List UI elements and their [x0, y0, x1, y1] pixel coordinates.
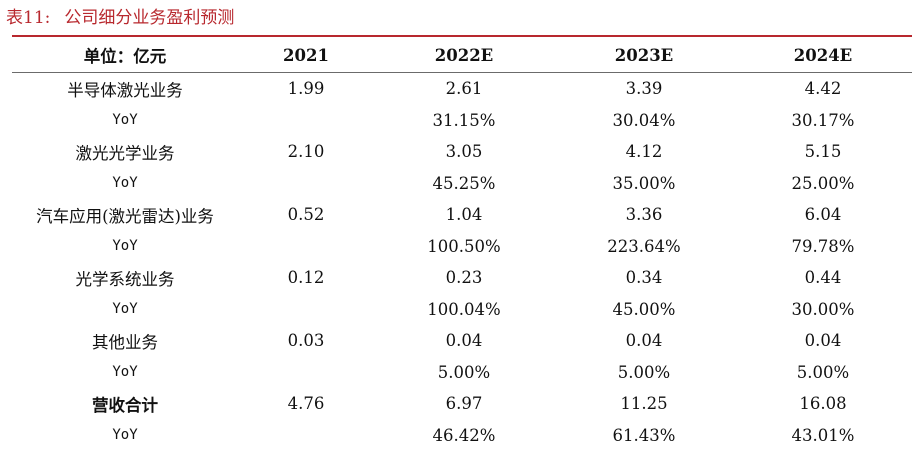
row-label: 半导体激光业务 — [12, 73, 238, 105]
value-2021: 4.76 — [238, 388, 374, 420]
value-2023e: 0.04 — [554, 325, 734, 357]
value-2024e: 4.42 — [734, 73, 912, 105]
table-caption: 表11: 公司细分业务盈利预测 — [6, 6, 234, 30]
value-2021: 0.03 — [238, 325, 374, 357]
value-2022e: 0.04 — [374, 325, 554, 357]
row-label: 汽车应用(激光雷达)业务 — [12, 199, 238, 231]
value-2023e: 4.12 — [554, 136, 734, 168]
yoy-row: YoY 100.04%45.00%30.00% — [12, 294, 912, 326]
value-2021 — [238, 357, 374, 389]
yoy-row: YoY 46.42%61.43%43.01% — [12, 420, 912, 451]
value-2023e: 45.00% — [554, 294, 734, 326]
header-2022e: 2022E — [374, 38, 554, 73]
value-2024e: 43.01% — [734, 420, 912, 451]
value-2024e: 79.78% — [734, 231, 912, 263]
value-2024e: 25.00% — [734, 168, 912, 200]
row-label: 光学系统业务 — [12, 262, 238, 294]
value-2022e: 1.04 — [374, 199, 554, 231]
value-2024e: 30.00% — [734, 294, 912, 326]
value-2023e: 35.00% — [554, 168, 734, 200]
top-rule — [12, 35, 912, 37]
value-2021 — [238, 168, 374, 200]
value-2024e: 0.04 — [734, 325, 912, 357]
table-header: 单位：亿元 2021 2022E 2023E 2024E — [12, 38, 912, 73]
header-unit: 单位：亿元 — [12, 38, 238, 73]
value-2022e: 31.15% — [374, 105, 554, 137]
value-2023e: 5.00% — [554, 357, 734, 389]
value-2021 — [238, 294, 374, 326]
value-2022e: 46.42% — [374, 420, 554, 451]
yoy-label: YoY — [12, 420, 238, 451]
value-2022e: 6.97 — [374, 388, 554, 420]
value-2024e: 6.04 — [734, 199, 912, 231]
value-2023e: 30.04% — [554, 105, 734, 137]
yoy-label: YoY — [12, 168, 238, 200]
value-2024e: 30.17% — [734, 105, 912, 137]
value-2024e: 5.00% — [734, 357, 912, 389]
yoy-label: YoY — [12, 105, 238, 137]
value-2021 — [238, 105, 374, 137]
value-2023e: 223.64% — [554, 231, 734, 263]
row-label: 营收合计 — [12, 388, 238, 420]
row-label: 其他业务 — [12, 325, 238, 357]
value-2023e: 0.34 — [554, 262, 734, 294]
yoy-row: YoY 45.25%35.00%25.00% — [12, 168, 912, 200]
value-2023e: 61.43% — [554, 420, 734, 451]
value-2023e: 3.36 — [554, 199, 734, 231]
header-row: 单位：亿元 2021 2022E 2023E 2024E — [12, 38, 912, 73]
table-number: 表11: — [6, 8, 50, 28]
value-2022e: 45.25% — [374, 168, 554, 200]
yoy-label: YoY — [12, 294, 238, 326]
value-2021: 1.99 — [238, 73, 374, 105]
row-label: 激光光学业务 — [12, 136, 238, 168]
value-2023e: 3.39 — [554, 73, 734, 105]
value-2024e: 0.44 — [734, 262, 912, 294]
value-2024e: 16.08 — [734, 388, 912, 420]
value-2021 — [238, 420, 374, 451]
value-2021 — [238, 231, 374, 263]
value-2021: 0.12 — [238, 262, 374, 294]
value-2022e: 2.61 — [374, 73, 554, 105]
yoy-row: YoY 100.50%223.64%79.78% — [12, 231, 912, 263]
value-2022e: 0.23 — [374, 262, 554, 294]
value-2022e: 100.50% — [374, 231, 554, 263]
value-2021: 2.10 — [238, 136, 374, 168]
yoy-label: YoY — [12, 357, 238, 389]
yoy-row: YoY 31.15%30.04%30.17% — [12, 105, 912, 137]
header-2023e: 2023E — [554, 38, 734, 73]
header-2024e: 2024E — [734, 38, 912, 73]
header-2021: 2021 — [238, 38, 374, 73]
value-2021: 0.52 — [238, 199, 374, 231]
value-2023e: 11.25 — [554, 388, 734, 420]
value-2024e: 5.15 — [734, 136, 912, 168]
table-title: 公司细分业务盈利预测 — [64, 8, 234, 28]
yoy-label: YoY — [12, 231, 238, 263]
value-2022e: 100.04% — [374, 294, 554, 326]
value-2022e: 5.00% — [374, 357, 554, 389]
value-2022e: 3.05 — [374, 136, 554, 168]
